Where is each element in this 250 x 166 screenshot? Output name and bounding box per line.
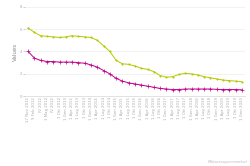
Text: Mutuissupermarket: Mutuissupermarket — [208, 160, 248, 164]
Y-axis label: Values: Values — [13, 42, 18, 61]
